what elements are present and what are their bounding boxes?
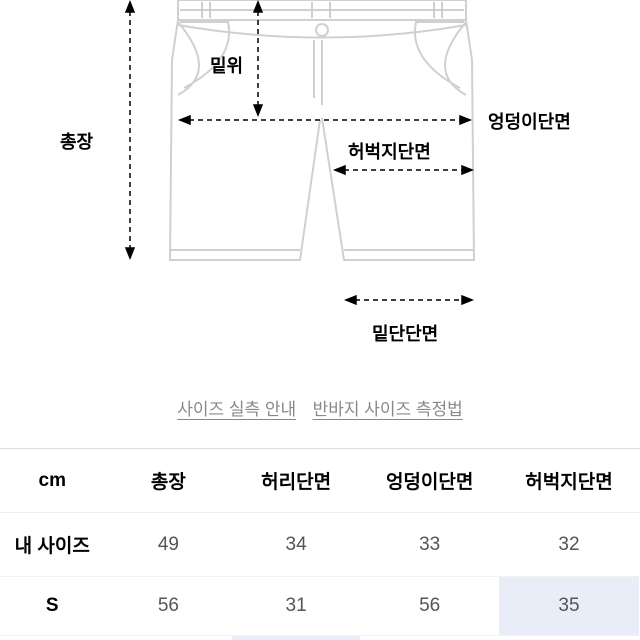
col-header: 엉덩이단면 — [360, 449, 499, 513]
cell: 34 — [232, 513, 360, 577]
label-thigh: 허벅지단면 — [348, 138, 431, 164]
cell: 35 — [499, 577, 638, 636]
table-row: M573358363 — [0, 636, 640, 640]
col-header: 총장 — [105, 449, 233, 513]
help-links: 사이즈 실측 안내 반바지 사이즈 측정법 — [0, 395, 640, 420]
cell: 36 — [499, 636, 638, 640]
label-total-length: 총장 — [60, 128, 93, 154]
cell: 56 — [105, 577, 233, 636]
label-rise: 밑위 — [210, 52, 243, 78]
cell: 58 — [360, 636, 499, 640]
cell: 33 — [232, 636, 360, 640]
col-header: 허리단면 — [232, 449, 360, 513]
cell: 31 — [232, 577, 360, 636]
table-row: 내 사이즈493433322 — [0, 513, 640, 577]
shorts-measurement-diagram: 총장 밑위 엉덩이단면 허벅지단면 밑단단면 — [0, 0, 640, 380]
cell: 32 — [499, 513, 638, 577]
size-table: cm총장허리단면엉덩이단면허벅지단면밑 내 사이즈493433322S56315… — [0, 448, 640, 640]
col-header: 허벅지단면 — [499, 449, 638, 513]
link-measure-method[interactable]: 반바지 사이즈 측정법 — [313, 400, 463, 419]
label-hip: 엉덩이단면 — [488, 108, 571, 134]
cell: 57 — [105, 636, 233, 640]
row-label: S — [0, 577, 105, 636]
cell: 33 — [360, 513, 499, 577]
size-table-wrap: cm총장허리단면엉덩이단면허벅지단면밑 내 사이즈493433322S56315… — [0, 448, 640, 640]
shorts-svg — [0, 0, 640, 380]
row-label: M — [0, 636, 105, 640]
cell: 56 — [360, 577, 499, 636]
label-hem: 밑단단면 — [372, 320, 438, 346]
unit-header: cm — [0, 449, 105, 513]
cell: 49 — [105, 513, 233, 577]
link-size-guide[interactable]: 사이즈 실측 안내 — [177, 400, 296, 419]
table-row: S563156353 — [0, 577, 640, 636]
row-label: 내 사이즈 — [0, 513, 105, 577]
